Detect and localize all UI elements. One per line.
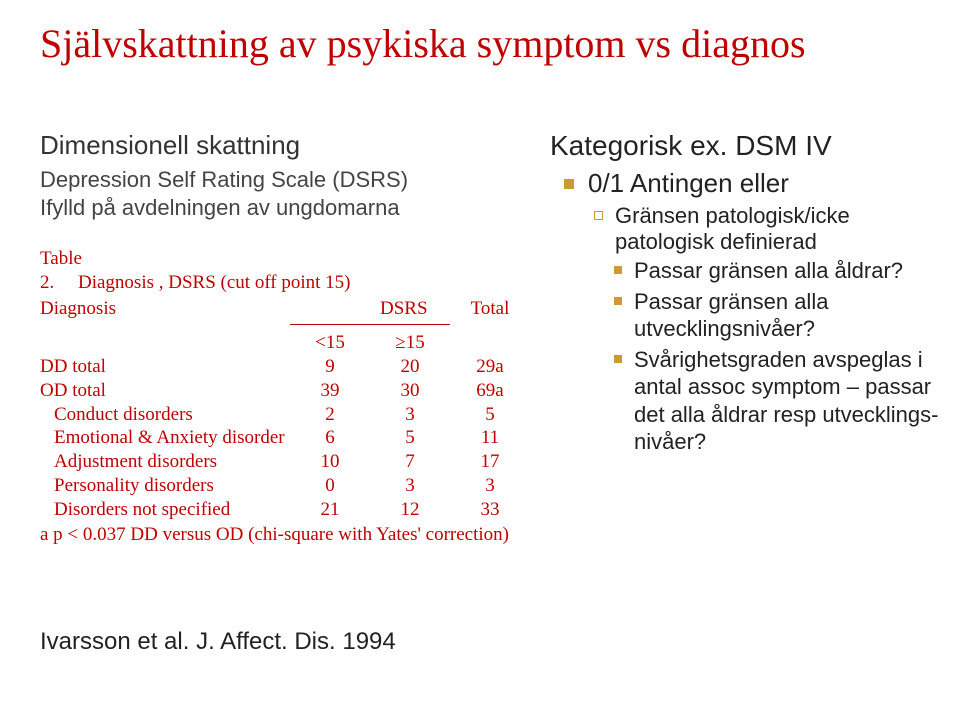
left-subtitle-1: Dimensionell skattning [40,130,530,161]
cell-total: 11 [450,426,530,450]
cell-lt15: 0 [290,474,370,498]
data-table: Table 2. Diagnosis , DSRS (cut off point… [40,247,530,547]
left-subtitle-3: Ifylld på avdelningen av ungdomarna [40,195,530,221]
cell-ge15: 5 [370,426,450,450]
hdr-dsrs: DSRS [370,297,450,321]
row-label: OD total [40,379,290,403]
table-header-row-1: Diagnosis DSRS Total [40,297,530,321]
cell-lt15: 21 [290,498,370,522]
cell-total: 33 [450,498,530,522]
cell-ge15: 30 [370,379,450,403]
cell-total: 69a [450,379,530,403]
bullet-3a-text: Passar gränsen alla åldrar? [634,257,903,285]
table-row: OD total393069a [40,379,530,403]
table-row: Adjustment disorders10717 [40,450,530,474]
cell-lt15: 9 [290,355,370,379]
cell-ge15: 20 [370,355,450,379]
table-caption-row: Table 2. Diagnosis , DSRS (cut off point… [40,247,530,295]
cell-total: 5 [450,403,530,427]
row-label: Adjustment disorders [40,450,290,474]
bullet-3b-text: Passar gränsen alla utvecklingsnivåer? [634,288,950,343]
row-label: Disorders not specified [40,498,290,522]
cell-ge15: 3 [370,403,450,427]
right-heading: Kategorisk ex. DSM IV [550,130,950,162]
cell-lt15: 39 [290,379,370,403]
table-footnote: a p < 0.037 DD versus OD (chi-square wit… [40,523,530,547]
citation: Ivarsson et al. J. Affect. Dis. 1994 [40,628,396,656]
row-label: DD total [40,355,290,379]
row-label: Personality disorders [40,474,290,498]
left-subtitle-2: Depression Self Rating Scale (DSRS) [40,167,530,193]
bullet-level-1: 0/1 Antingen eller [564,168,950,199]
bullet-level-3-c: Svårighetsgraden avspeglas i antal assoc… [614,346,950,456]
bullet-3c-text: Svårighetsgraden avspeglas i antal assoc… [634,346,950,456]
cell-lt15: 10 [290,450,370,474]
hdr-lt15: <15 [290,331,370,355]
right-column: Kategorisk ex. DSM IV 0/1 Antingen eller… [550,130,950,459]
cell-lt15: 2 [290,403,370,427]
square-bullet-icon [614,297,622,305]
table-row: Conduct disorders235 [40,403,530,427]
table-row: DD total92029a [40,355,530,379]
row-label: Conduct disorders [40,403,290,427]
hdr-diagnosis: Diagnosis [40,297,290,321]
table-row: Emotional & Anxiety disorder6511 [40,426,530,450]
table-caption-left: Table 2. [40,248,82,293]
square-bullet-icon [564,179,574,189]
bullet-level-3-b: Passar gränsen alla utvecklingsnivåer? [614,288,950,343]
cell-ge15: 7 [370,450,450,474]
left-column: Dimensionell skattning Depression Self R… [40,130,530,547]
table-header-underline [40,322,530,325]
cell-total: 29a [450,355,530,379]
cell-total: 3 [450,474,530,498]
table-row: Disorders not specified211233 [40,498,530,522]
table-header-row-2: <15 ≥15 [40,331,530,355]
bullet-level-2: Gränsen patologisk/icke patologisk defin… [594,203,950,255]
bullet-2-text: Gränsen patologisk/icke patologisk defin… [615,203,950,255]
cell-ge15: 3 [370,474,450,498]
bullet-level-3-a: Passar gränsen alla åldrar? [614,257,950,285]
square-bullet-icon [614,355,622,363]
cell-lt15: 6 [290,426,370,450]
hdr-ge15: ≥15 [370,331,450,355]
cell-ge15: 12 [370,498,450,522]
slide-title: Självskattning av psykiska symptom vs di… [40,20,806,67]
table-caption-right: Diagnosis , DSRS (cut off point 15) [78,272,351,293]
bullet-1-text: 0/1 Antingen eller [588,168,789,199]
square-bullet-icon [614,266,622,274]
table-row: Personality disorders033 [40,474,530,498]
hdr-total: Total [450,297,530,321]
open-square-bullet-icon [594,211,603,220]
cell-total: 17 [450,450,530,474]
row-label: Emotional & Anxiety disorder [40,426,290,450]
